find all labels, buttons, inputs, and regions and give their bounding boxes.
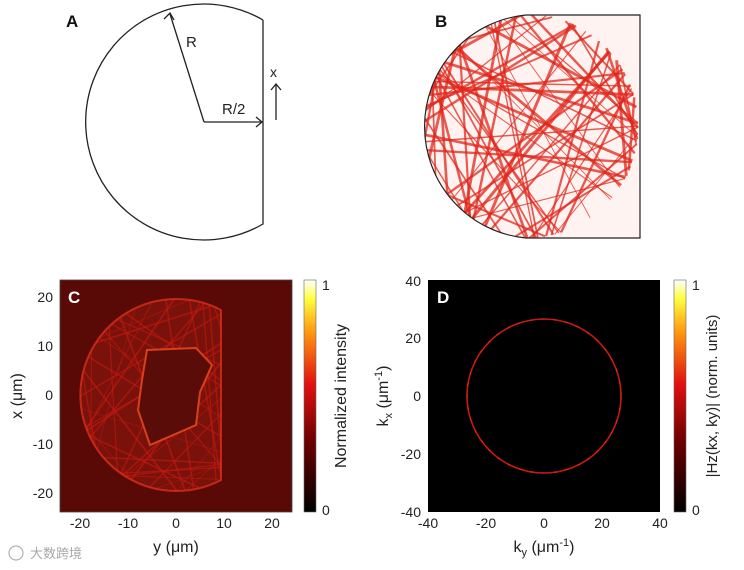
ray-segment [424,132,472,224]
mode-segment [202,303,217,481]
mode-segment [148,367,221,489]
ray-segment [482,22,591,219]
ray-segment [489,19,536,238]
watermark-text: 大数跨境 [30,546,82,561]
panel-d-label: D [437,288,449,307]
panel-d: D -40 -20 0 20 40 40 20 0 -20 -40 ky (μm… [373,273,721,559]
d-colorbar-label: |Hz(kx, ky)| (norm. units) [704,315,721,478]
d-colorbar-min: 0 [692,502,700,518]
ray-segment [429,67,613,199]
d-xtick: 0 [540,515,548,531]
panel-c-label: C [68,288,80,307]
ray-segment [627,97,636,171]
inner-caustic [136,346,214,447]
d-ytick: -40 [401,504,421,520]
c-ytick: -20 [33,485,53,501]
ray-segment [564,20,635,95]
mode-segment [94,299,189,341]
c-xtick: 0 [172,515,180,531]
panel-d-y-ticks: 40 20 0 -20 -40 [401,273,421,520]
c-colorbar-label: Normalized intensity [333,324,350,468]
mode-segment [188,300,221,479]
ray-segment [440,68,624,200]
mode-segment [100,456,221,465]
ray-segment [435,58,639,125]
d-xtick: -40 [418,515,438,531]
cavity-b-outline [423,14,641,239]
ray-segment [429,66,473,225]
mode-segment [84,301,153,434]
x-axis-label: x [270,64,277,80]
cavity-c-outline [79,298,222,492]
half-radius-arrowhead [255,116,264,128]
panel-c-y-ticks: 20 10 0 -10 -20 [33,289,53,501]
d-xtick: -20 [476,515,496,531]
panel-d-x-ticks: -40 -20 0 20 40 [418,515,668,531]
c-ytick: 0 [45,387,53,403]
c-xtick: 20 [264,515,280,531]
mode-segment [80,366,98,453]
watermark-logo-icon [8,545,24,561]
panel-c: C -20 -10 0 10 20 20 10 0 -10 -20 y (μm)… [9,277,350,556]
mode-segment [91,305,211,345]
d-colorbar-max: 1 [692,277,700,293]
mode-segment [120,475,219,480]
panel-a-label: A [66,12,78,31]
c-colorbar [303,279,317,513]
cavity-outline [85,3,264,241]
ray-segment [471,15,518,225]
mode-segment [122,461,221,478]
d-ytick: 0 [413,388,421,404]
d-ytick: 20 [405,330,421,346]
c-colorbar-min: 0 [322,502,330,518]
mode-segment [96,306,136,454]
c-colorbar-max: 1 [322,277,330,293]
ray-segment [530,15,639,129]
ray-segment [482,22,572,231]
radius-arrow [169,13,205,123]
panel-b-label: B [435,12,447,31]
c-ytick: 20 [37,289,53,305]
radius-arrowhead [163,11,175,21]
panel-b: B [423,12,641,239]
d-ytick: -20 [401,446,421,462]
c-ylabel: x (μm) [9,373,26,419]
d-xtick: 40 [652,515,668,531]
d-ytick: 40 [405,273,421,289]
mode-segment [176,379,221,491]
c-xtick: 10 [216,515,232,531]
mode-segment [84,433,199,489]
panel-c-x-ticks: -20 -10 0 10 20 [70,515,280,531]
radius-label: R [186,34,197,51]
ray-segment [424,80,631,87]
d-xlabel: ky (μm-1) [514,537,575,559]
ray-segment [488,73,627,233]
ray-segment [449,42,622,187]
ray-segment [424,131,626,179]
d-ylabel: kx (μm-1) [373,366,395,427]
mode-segment [154,455,221,490]
d-xtick: 20 [594,515,610,531]
c-xlabel: y (μm) [153,539,199,556]
c-xtick: -20 [70,515,90,531]
x-axis-arrowhead [270,82,282,91]
fourier-ring-glow [466,318,622,474]
c-xtick: -10 [118,515,138,531]
c-ytick: -10 [33,436,53,452]
ray-segment [528,143,638,238]
fourier-map-background [428,280,660,512]
half-radius-label: R/2 [222,101,245,118]
watermark: 大数跨境 [8,545,82,561]
mode-segment [186,416,221,491]
d-colorbar [673,279,687,513]
ray-segment [458,126,639,217]
c-ytick: 10 [37,338,53,354]
ray-segment [532,88,633,238]
panel-a: A R R/2 x [66,3,282,241]
mode-segment [83,298,175,432]
